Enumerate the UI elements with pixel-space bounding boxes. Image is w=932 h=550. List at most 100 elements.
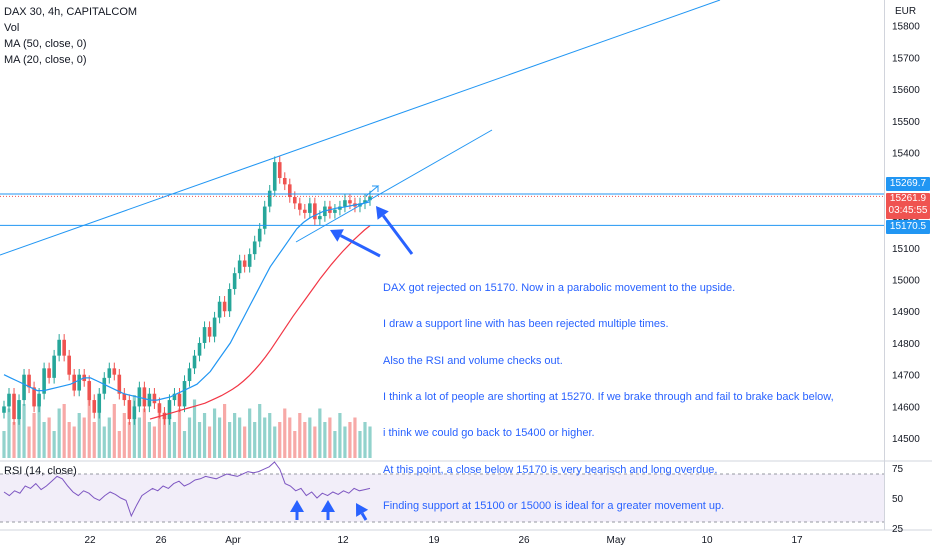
price-tick-label: 15000	[892, 276, 920, 287]
candle-body	[12, 393, 16, 420]
annotation-line: At this point, a close below 15170 is ve…	[383, 463, 718, 476]
volume-bar	[172, 422, 177, 458]
volume-bar	[348, 422, 352, 458]
candle-body	[212, 317, 217, 337]
volume-bar	[82, 417, 86, 458]
candle-body	[57, 339, 61, 356]
annotation-line: I draw a support line with has been reje…	[383, 318, 669, 331]
volume-bar	[127, 422, 131, 458]
candle-body	[298, 203, 302, 210]
candle-body	[87, 381, 92, 401]
support-arrow-icon-head	[330, 229, 344, 242]
candle-body	[232, 273, 237, 290]
volume-bar	[278, 422, 282, 458]
volume-bar	[47, 417, 51, 458]
price-tick-label: 15800	[892, 22, 920, 33]
volume-legend[interactable]: Vol	[4, 22, 20, 34]
volume-bar	[67, 422, 71, 458]
trade-idea-annotation[interactable]: DAX got rejected on 15170. Now in a para…	[383, 258, 834, 524]
bar-countdown: 03:45:55	[888, 205, 928, 216]
volume-bar	[343, 426, 347, 458]
candle-body	[267, 190, 272, 207]
candle-body	[157, 403, 162, 413]
candle-body	[287, 184, 292, 198]
rsi-tick-label: 75	[892, 464, 904, 475]
volume-bar	[202, 413, 207, 458]
ma20-line	[3, 201, 371, 401]
price-tick-label: 14700	[892, 371, 920, 382]
candle-body	[122, 393, 127, 401]
candle-body	[242, 260, 247, 267]
candle-body	[222, 301, 227, 312]
candle-body	[77, 374, 82, 391]
candle-body	[7, 393, 11, 407]
rsi-legend[interactable]: RSI (14, close)	[4, 465, 77, 477]
volume-bar	[122, 413, 126, 458]
volume-bar	[137, 417, 141, 458]
volume-bar	[288, 417, 292, 458]
price-tick-label: 15700	[892, 53, 920, 64]
volume-bar	[323, 422, 327, 458]
volume-bar	[167, 413, 172, 458]
candle-body	[363, 200, 367, 204]
candle-body	[132, 406, 137, 420]
rsi-arrow-3-icon-head	[356, 503, 369, 517]
candle-body	[162, 412, 167, 420]
volume-bar	[217, 417, 222, 458]
ma50-line	[149, 225, 371, 420]
volume-bar	[238, 417, 242, 458]
rsi-arrow-3-icon-shaft	[360, 512, 368, 521]
candle-body	[62, 339, 66, 356]
volume-bar	[92, 422, 96, 458]
time-tick-label: May	[607, 535, 626, 546]
price-tick-label: 14500	[892, 434, 920, 445]
price-tick-label: 15600	[892, 85, 920, 96]
volume-bar	[97, 408, 101, 458]
volume-bar	[212, 408, 217, 458]
volume-bar	[162, 417, 167, 458]
candle-body	[247, 254, 252, 267]
volume-bar	[338, 413, 342, 458]
candle-body	[257, 228, 262, 242]
ma20-legend[interactable]: MA (20, close, 0)	[4, 54, 87, 66]
volume-bar	[318, 408, 322, 458]
volume-bar	[308, 417, 312, 458]
candle-body	[92, 400, 97, 413]
volume-bar	[27, 426, 31, 458]
volume-bar	[333, 431, 337, 458]
annotation-line: i think we could go back to 15400 or hig…	[383, 427, 595, 440]
currency-label[interactable]: EUR	[895, 6, 917, 17]
volume-bar	[2, 431, 6, 458]
volume-bar	[142, 408, 146, 458]
upper-trend-line	[0, 0, 721, 256]
volume-bar	[7, 408, 11, 458]
ma50-legend[interactable]: MA (50, close, 0)	[4, 38, 87, 50]
candle-body	[117, 374, 122, 394]
volume-bar	[102, 426, 106, 458]
candle-body	[172, 393, 177, 401]
price-tick-label: 15500	[892, 117, 920, 128]
support-arrow-icon-shaft	[339, 234, 381, 258]
price-tick-label: 14800	[892, 339, 920, 350]
candle-body	[22, 374, 26, 401]
volume-bar	[177, 408, 182, 458]
time-tick-label: 10	[701, 535, 713, 546]
volume-bar	[243, 426, 247, 458]
candle-body	[207, 327, 212, 337]
candle-body	[262, 206, 267, 229]
candle-body	[333, 209, 337, 213]
candle-body	[17, 400, 21, 420]
time-tick-label: 19	[428, 535, 440, 546]
candle-body	[202, 327, 207, 343]
time-tick-label: 26	[518, 535, 530, 546]
upper-line-price-tag: 15269.7	[886, 177, 930, 191]
volume-bar	[298, 413, 302, 458]
volume-bar	[62, 404, 66, 458]
volume-bar	[42, 422, 46, 458]
support-trend-line	[295, 129, 493, 243]
symbol-label[interactable]: DAX 30, 4h, CAPITALCOM	[4, 6, 138, 18]
price-tick-label: 15400	[892, 149, 920, 160]
volume-bar	[182, 431, 187, 458]
candle-body	[27, 374, 31, 388]
